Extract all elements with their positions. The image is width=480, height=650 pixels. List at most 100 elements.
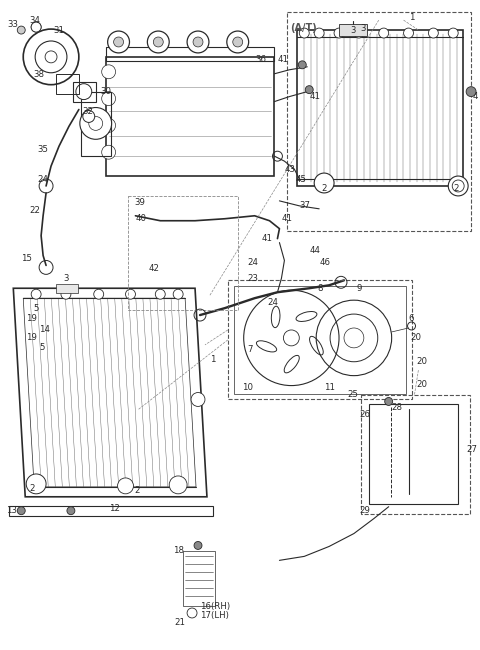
Circle shape [379, 28, 389, 38]
Text: (A/T): (A/T) [290, 23, 317, 33]
Text: 23: 23 [248, 274, 259, 283]
Text: 20: 20 [417, 380, 428, 389]
Circle shape [404, 28, 413, 38]
Text: 24: 24 [248, 258, 259, 267]
Circle shape [153, 37, 163, 47]
Circle shape [300, 28, 309, 38]
Text: 13: 13 [6, 506, 17, 515]
Circle shape [118, 478, 133, 494]
Circle shape [187, 31, 209, 53]
Text: 35: 35 [37, 145, 48, 154]
Circle shape [67, 507, 75, 515]
Text: 8: 8 [317, 284, 323, 292]
Text: 3: 3 [63, 274, 69, 283]
Text: 3: 3 [350, 25, 356, 34]
Circle shape [147, 31, 169, 53]
Text: 29: 29 [359, 506, 370, 515]
Text: 25: 25 [347, 390, 358, 399]
Circle shape [384, 398, 393, 406]
Circle shape [334, 28, 344, 38]
Text: 45: 45 [295, 174, 306, 183]
Circle shape [314, 173, 334, 193]
Circle shape [298, 61, 306, 69]
Text: 38: 38 [33, 70, 44, 79]
Text: 43: 43 [285, 164, 295, 174]
Text: 1: 1 [408, 12, 414, 21]
Bar [183, 551, 215, 606]
Text: 40: 40 [135, 214, 146, 223]
Circle shape [314, 28, 324, 38]
Circle shape [94, 289, 104, 299]
Text: 24: 24 [267, 298, 278, 307]
Circle shape [428, 28, 438, 38]
Text: 9: 9 [357, 284, 362, 292]
Text: 36: 36 [256, 55, 266, 64]
Text: 24: 24 [37, 174, 48, 183]
Text: 1: 1 [210, 356, 216, 364]
Circle shape [102, 145, 116, 159]
Circle shape [452, 180, 464, 192]
Text: 2: 2 [134, 486, 140, 495]
Text: 26: 26 [359, 410, 370, 419]
Circle shape [17, 26, 25, 34]
Text: 27: 27 [466, 445, 477, 454]
Circle shape [102, 92, 116, 105]
Text: 32: 32 [83, 107, 94, 116]
Circle shape [61, 289, 71, 299]
Circle shape [83, 111, 95, 122]
Circle shape [31, 289, 41, 299]
Text: 34: 34 [29, 16, 40, 25]
Text: 4: 4 [472, 92, 478, 101]
Text: 41: 41 [277, 55, 288, 64]
Circle shape [156, 289, 165, 299]
Circle shape [31, 22, 41, 32]
Text: 20: 20 [410, 333, 421, 343]
Text: 46: 46 [319, 258, 330, 267]
Text: 21: 21 [174, 618, 185, 627]
Circle shape [233, 37, 243, 47]
Text: 19: 19 [26, 333, 37, 343]
Circle shape [108, 31, 130, 53]
Bar [9, 506, 213, 515]
Circle shape [187, 608, 197, 618]
Text: 2: 2 [29, 484, 35, 493]
Text: 41: 41 [281, 214, 292, 223]
Bar [339, 24, 367, 36]
Circle shape [193, 37, 203, 47]
Circle shape [114, 37, 123, 47]
Circle shape [354, 28, 364, 38]
Circle shape [448, 176, 468, 196]
Text: 18: 18 [173, 546, 184, 555]
Bar [228, 280, 411, 400]
Bar [361, 395, 470, 514]
Bar [106, 47, 275, 61]
Text: 37: 37 [300, 202, 310, 211]
Text: 6: 6 [408, 313, 414, 322]
Bar [369, 404, 458, 504]
Text: 16(RH): 16(RH) [200, 601, 230, 610]
Text: 15: 15 [21, 254, 32, 263]
Text: 41: 41 [309, 92, 320, 101]
Circle shape [80, 107, 112, 139]
Bar [129, 196, 238, 310]
Text: 3: 3 [361, 23, 366, 32]
Text: 12: 12 [108, 504, 120, 514]
Text: 30: 30 [101, 87, 112, 96]
Circle shape [169, 476, 187, 494]
Text: 14: 14 [39, 326, 50, 335]
Circle shape [76, 84, 92, 99]
Bar [56, 284, 78, 293]
Text: 10: 10 [242, 383, 252, 392]
Text: 19: 19 [26, 313, 37, 322]
Bar [234, 286, 406, 393]
Circle shape [466, 86, 476, 97]
Circle shape [194, 541, 202, 549]
Circle shape [173, 289, 183, 299]
Circle shape [17, 507, 25, 515]
Circle shape [305, 86, 313, 94]
Circle shape [448, 28, 458, 38]
Text: 41: 41 [262, 234, 273, 243]
Text: 2: 2 [321, 185, 327, 194]
Text: 7: 7 [248, 345, 253, 354]
Text: 5: 5 [33, 304, 39, 313]
